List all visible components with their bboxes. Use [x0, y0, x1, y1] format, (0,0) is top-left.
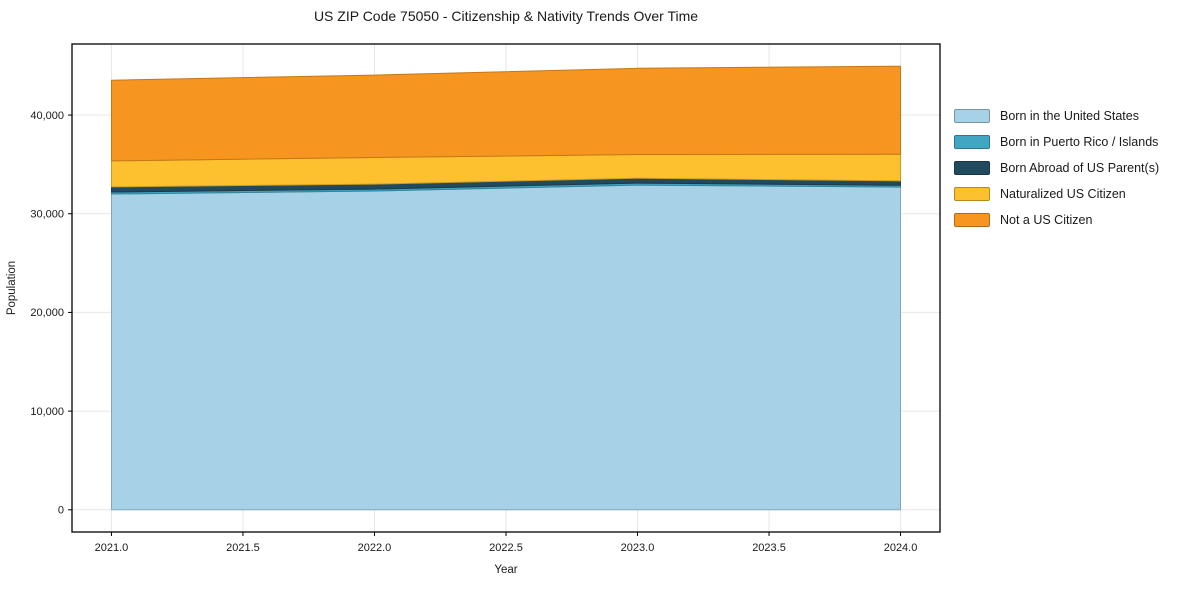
legend-label: Born in Puerto Rico / Islands: [1000, 135, 1159, 149]
y-axis-label: Population: [6, 261, 18, 315]
legend-item: Born in Puerto Rico / Islands: [954, 129, 1159, 155]
area-series: [111, 65, 901, 511]
svg-text:0: 0: [58, 505, 64, 517]
legend-swatch: [954, 109, 990, 123]
x-axis-label: Year: [494, 564, 517, 576]
svg-text:2023.5: 2023.5: [752, 542, 786, 554]
svg-text:2021.0: 2021.0: [95, 542, 129, 554]
legend-item: Born in the United States: [954, 103, 1159, 129]
svg-text:2021.5: 2021.5: [226, 542, 260, 554]
svg-text:10,000: 10,000: [30, 406, 64, 418]
legend-label: Born in the United States: [1000, 109, 1139, 123]
legend-item: Not a US Citizen: [954, 207, 1159, 233]
legend-swatch: [954, 213, 990, 227]
legend-label: Naturalized US Citizen: [1000, 187, 1126, 201]
legend: Born in the United States Born in Puerto …: [954, 103, 1159, 233]
svg-text:2022.0: 2022.0: [358, 542, 392, 554]
svg-text:20,000: 20,000: [30, 307, 64, 319]
legend-swatch: [954, 161, 990, 175]
svg-text:30,000: 30,000: [30, 209, 64, 221]
legend-item: Born Abroad of US Parent(s): [954, 155, 1159, 181]
legend-label: Born Abroad of US Parent(s): [1000, 161, 1160, 175]
chart-title: US ZIP Code 75050 - Citizenship & Nativi…: [313, 8, 699, 24]
svg-text:2023.0: 2023.0: [621, 542, 655, 554]
legend-swatch: [954, 135, 990, 149]
svg-text:2024.0: 2024.0: [884, 542, 918, 554]
legend-item: Naturalized US Citizen: [954, 181, 1159, 207]
svg-text:2022.5: 2022.5: [489, 542, 523, 554]
legend-label: Not a US Citizen: [1000, 213, 1093, 227]
legend-swatch: [954, 187, 990, 201]
svg-text:40,000: 40,000: [30, 110, 64, 122]
